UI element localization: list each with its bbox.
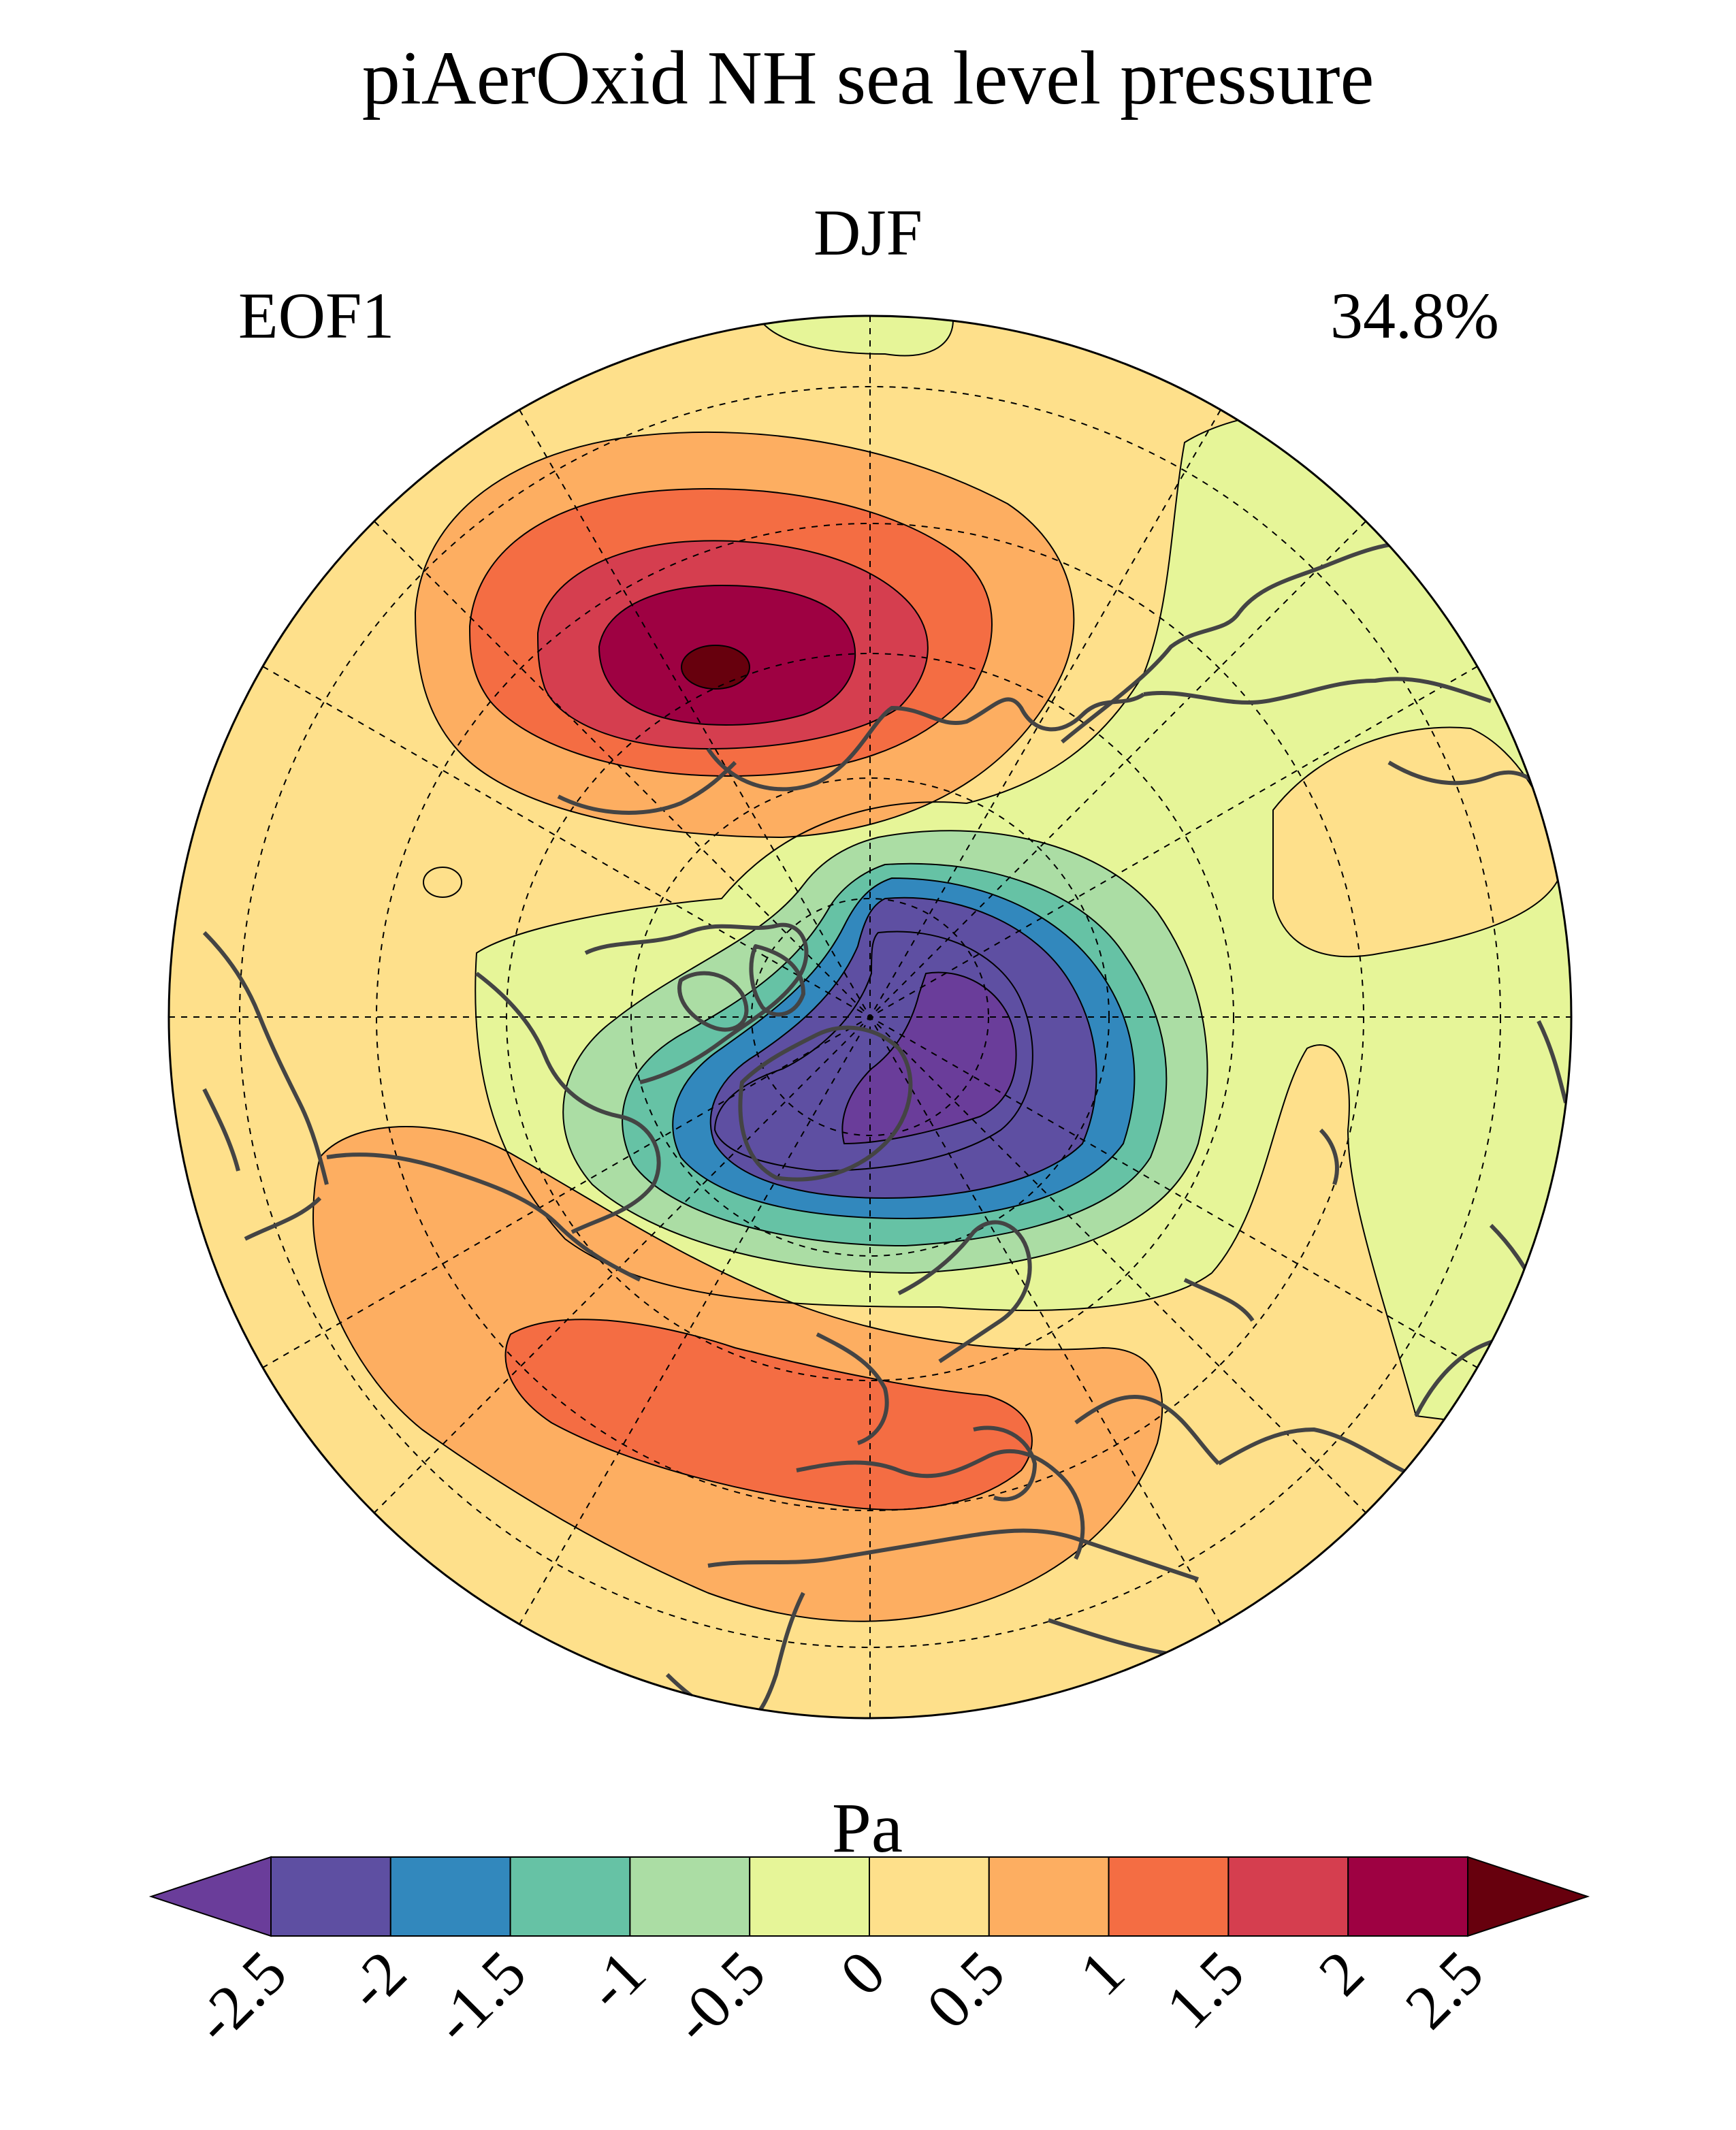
contour-line xyxy=(622,862,1168,1247)
coastline xyxy=(557,760,737,815)
coastline xyxy=(475,971,661,1234)
graticule xyxy=(169,316,1571,1718)
coastline xyxy=(1074,1395,1221,1466)
contour-line xyxy=(562,830,1208,1274)
contour-line xyxy=(841,971,1017,1145)
coastline xyxy=(816,1332,889,1445)
coastline xyxy=(1143,677,1492,705)
coastline xyxy=(584,922,809,1084)
coastline xyxy=(1537,1020,1568,1103)
coastline xyxy=(749,944,805,1017)
coastline xyxy=(326,1152,641,1282)
coastline xyxy=(707,1528,1199,1581)
contour-line xyxy=(672,877,1136,1220)
colorbar-tick-label: 1 xyxy=(1066,1937,1138,2009)
contour-line xyxy=(681,645,750,690)
colorbar-bin xyxy=(509,1856,631,1937)
coastline xyxy=(1319,1128,1339,1185)
coastline xyxy=(677,971,749,1032)
meridian-line xyxy=(262,666,1478,1368)
fill-region-atlantic-2 xyxy=(505,1319,1032,1510)
contour-line xyxy=(709,897,1097,1199)
colorbar-bin xyxy=(988,1856,1110,1937)
fill-region-arctic-core xyxy=(842,972,1016,1144)
colorbar-bin xyxy=(629,1856,751,1937)
contour-line xyxy=(598,584,856,726)
colorbar-ticks: -2.5 -2 -1.5 -1 -0.5 0 0.5 1 1.5 2 2.5 xyxy=(180,1937,1496,2056)
coastline xyxy=(244,1196,322,1241)
coastline xyxy=(202,1088,240,1172)
latitude-circle xyxy=(630,777,1110,1257)
coastline xyxy=(202,931,329,1185)
colorbar-bin xyxy=(1227,1856,1349,1937)
latitude-circle xyxy=(506,653,1234,1381)
contour-line xyxy=(414,431,1075,839)
coastline xyxy=(754,1592,805,1717)
coastline xyxy=(738,1025,913,1182)
contour-line xyxy=(312,1126,1163,1622)
coastline xyxy=(973,1425,1037,1502)
colorbar xyxy=(148,1856,1590,1937)
fill-region-pacific-core xyxy=(681,645,750,689)
page-title: piAerOxid NH sea level pressure xyxy=(361,36,1375,120)
colorbar-units: Pa xyxy=(832,1789,903,1867)
colorbar-tick-label: 1.5 xyxy=(1153,1937,1257,2042)
colorbar-tick-label: -1 xyxy=(573,1937,658,2023)
colorbar-tick-label: 0 xyxy=(826,1937,898,2009)
contour-line xyxy=(468,488,993,777)
colorbar-bin xyxy=(1347,1856,1468,1937)
contour-line xyxy=(423,867,462,898)
map-border xyxy=(167,314,1573,1720)
contour-line xyxy=(504,1319,1033,1511)
colorbar-bin xyxy=(389,1856,511,1937)
colorbar-bin xyxy=(1108,1856,1229,1937)
latitude-circle xyxy=(751,898,989,1136)
colorbar-tick-label: -2.5 xyxy=(180,1937,300,2056)
colorbar-tick-label: -1.5 xyxy=(420,1937,539,2056)
latitude-circle xyxy=(239,386,1501,1648)
contour-line xyxy=(713,931,1033,1172)
variance-label: 34.8% xyxy=(1330,279,1499,352)
colorbar-tick-label: 2 xyxy=(1306,1937,1377,2009)
coastline xyxy=(1183,1278,1255,1322)
colorbar-extend-over xyxy=(1467,1856,1590,1937)
colorbar-extend-under xyxy=(148,1856,272,1937)
eof-label: EOF1 xyxy=(238,279,395,352)
fill-region-ne-positive xyxy=(1273,727,1559,957)
contour-line xyxy=(754,316,954,357)
colorbar-bin xyxy=(869,1856,990,1937)
coastline xyxy=(796,1449,1085,1560)
colorbar-tick-label: 2.5 xyxy=(1392,1937,1496,2042)
colorbar-tick-label: -0.5 xyxy=(659,1937,778,2056)
season-label: DJF xyxy=(813,196,923,269)
colorbar-bin xyxy=(270,1856,391,1937)
coastline xyxy=(706,692,1145,792)
colorbar-bin xyxy=(749,1856,870,1937)
contour-line xyxy=(536,540,929,750)
colorbar-tick-label: -2 xyxy=(334,1937,419,2023)
colorbar-tick-label: 0.5 xyxy=(914,1937,1018,2042)
coastline xyxy=(897,1220,1032,1363)
